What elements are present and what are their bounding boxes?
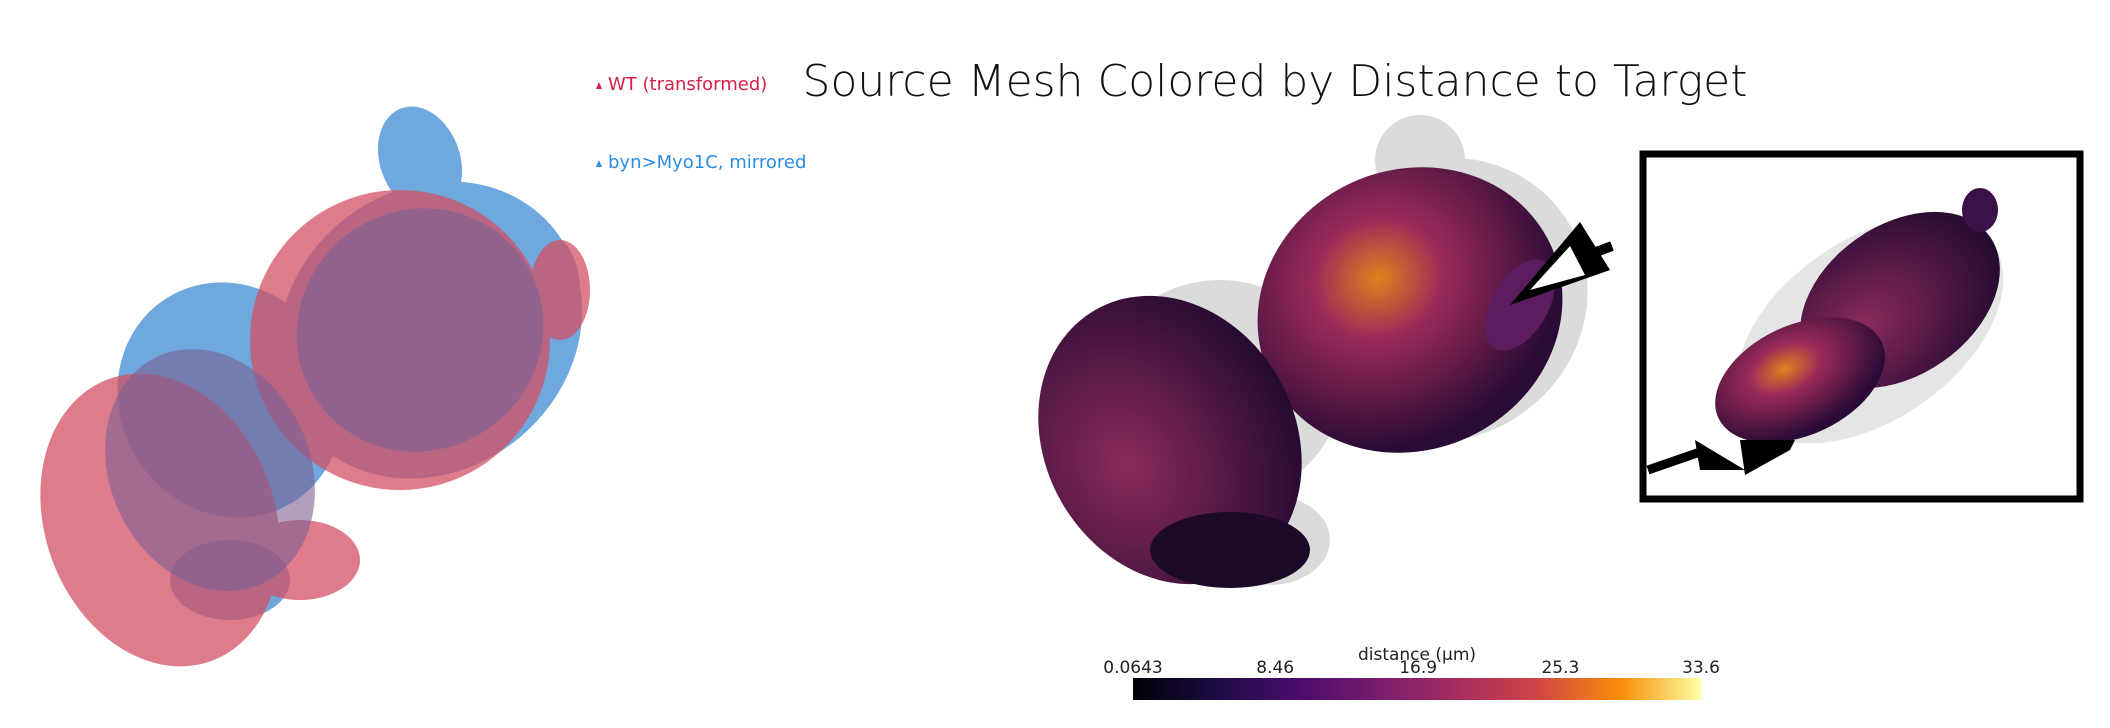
legend-marker [596,160,602,167]
colored-mesh [1038,115,1588,588]
colorbar [1133,678,1701,700]
colorbar-tick-label: 8.46 [1256,658,1294,678]
colorbar-tick-label: 25.3 [1541,658,1579,678]
colorbar-tick-label: 33.6 [1682,658,1720,678]
title: Source Mesh Colored by Distance to Targe… [803,56,1748,107]
overlay-meshes [40,106,590,667]
inset-mesh [1715,188,2004,444]
colorbar-label: distance (µm) [1358,645,1476,665]
legend: WT (transformed) byn>Myo1C, mirrored [596,74,806,173]
legend-marker [596,82,602,89]
colorbar-tick-label: 0.0643 [1103,658,1162,678]
inset-arrow [1695,440,1745,470]
legend-label: WT (transformed) [608,74,767,95]
mesh-overlap [105,208,544,591]
inset-frame [1639,150,2084,503]
mesh-red [40,190,590,667]
colorbar-tick-label: 16.9 [1399,658,1437,678]
legend-label: byn>Myo1C, mirrored [608,152,806,173]
colorbar-ticks: 0.0643 8.46 16.9 25.3 33.6 [1103,658,1720,678]
